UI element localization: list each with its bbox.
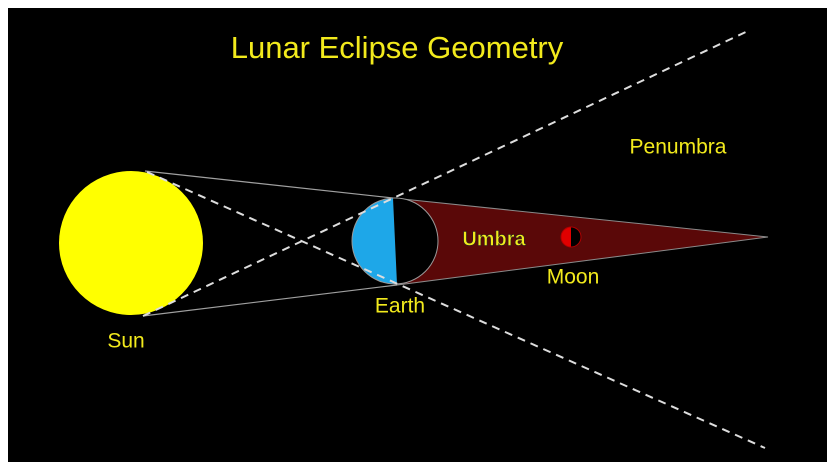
sun-label: Sun bbox=[107, 330, 144, 353]
moon bbox=[561, 227, 581, 247]
earth-label: Earth bbox=[375, 295, 425, 318]
title: Lunar Eclipse Geometry bbox=[231, 30, 564, 65]
penumbra-label: Penumbra bbox=[630, 136, 727, 159]
sun bbox=[59, 171, 203, 315]
umbra-label: Umbra bbox=[462, 228, 526, 250]
diagram: Lunar Eclipse Geometry Penumbra Umbra Mo… bbox=[0, 0, 833, 466]
page: Lunar Eclipse Geometry Penumbra Umbra Mo… bbox=[0, 0, 833, 466]
moon-label: Moon bbox=[547, 266, 600, 289]
